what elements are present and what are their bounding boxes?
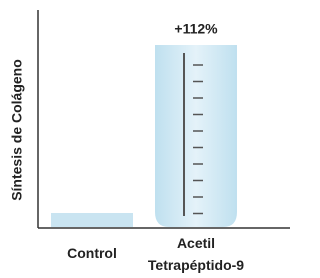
value-label: +112% (174, 21, 218, 37)
bar (155, 45, 237, 227)
x-tick-label: Acetil Tetrapéptido-9 (141, 232, 251, 276)
x-tick-label: Control (37, 242, 147, 264)
y-axis-label: Síntesis de Colágeno (9, 59, 25, 201)
bar (51, 213, 133, 227)
bars (51, 45, 237, 227)
